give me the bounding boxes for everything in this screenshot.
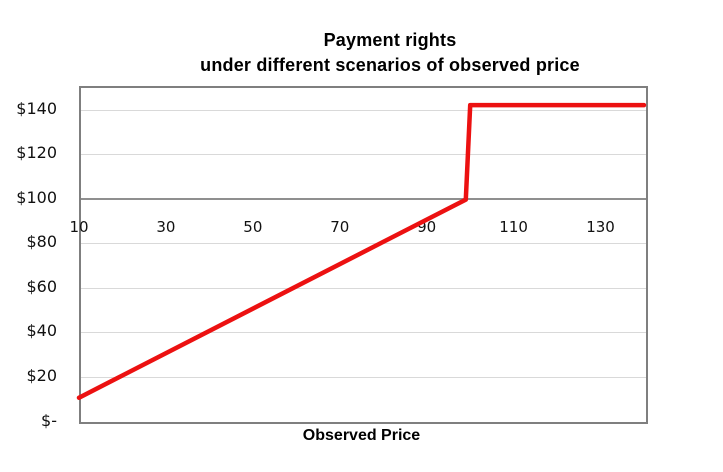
- gridline: [81, 243, 646, 245]
- x-tick-label: 110: [499, 218, 528, 237]
- chart-title-line1: Payment rights: [323, 30, 457, 50]
- y-tick-label: $40: [26, 321, 57, 341]
- gridline: [81, 154, 646, 156]
- chart-title: Payment rights under different scenarios…: [58, 28, 722, 78]
- payment-line: [76, 102, 647, 400]
- plot-area: [79, 86, 648, 424]
- series-layer: [76, 102, 647, 400]
- x-tick-label: 50: [243, 218, 263, 237]
- gridline: [81, 109, 646, 111]
- y-tick-label: $100: [16, 187, 57, 207]
- y-tick-label: $-: [41, 410, 57, 430]
- x-axis-title: Observed Price: [302, 427, 421, 444]
- chart-title-line2: under different scenarios of observed pr…: [200, 55, 580, 75]
- y-tick-label: $140: [16, 98, 57, 118]
- x-axis-line: [81, 198, 646, 201]
- y-tick-label: $20: [26, 365, 57, 385]
- gridline: [81, 376, 646, 378]
- x-tick-label: 10: [69, 218, 89, 237]
- x-tick-label: 70: [330, 218, 350, 237]
- x-tick-label: 30: [156, 218, 176, 237]
- x-tick-label: 130: [586, 218, 615, 237]
- gridline: [81, 287, 646, 289]
- y-tick-label: $120: [16, 143, 57, 163]
- gridline: [81, 332, 646, 334]
- y-tick-label: $80: [26, 232, 57, 252]
- y-tick-label: $60: [26, 276, 57, 296]
